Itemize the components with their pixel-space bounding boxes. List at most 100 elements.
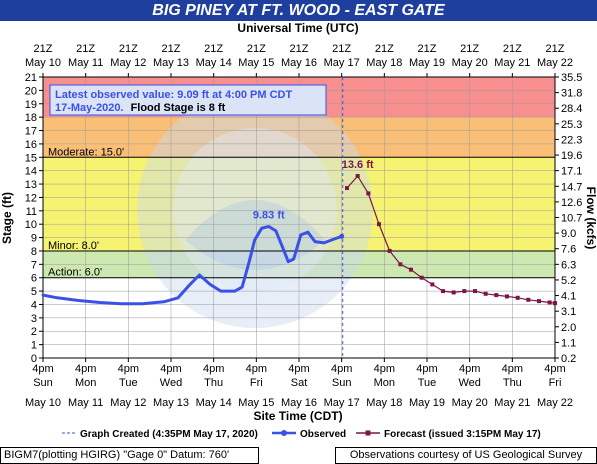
stage-tick-label: 18 [25,112,37,124]
legend-created-label: Graph Created (4:35PM May 17, 2020) [80,429,258,440]
utc-tick-date: May 12 [110,57,146,69]
utc-tick-time: 21Z [34,43,53,55]
forecast-point [451,290,456,295]
cdt-tick-time: 4pm [459,363,480,375]
cdt-tick-time: 4pm [374,363,395,375]
utc-tick-date: May 19 [409,57,445,69]
cdt-tick-date: May 19 [409,397,445,409]
utc-tick-time: 21Z [162,43,181,55]
cdt-tick-time: 4pm [331,363,352,375]
stage-tick-label: 0 [31,353,37,365]
stage-tick-label: 13 [25,179,37,191]
stage-tick-label: 2 [31,326,37,338]
forecast-point [366,191,371,196]
forecast-point [483,291,488,296]
flow-axis-label: Flow (kcfs) [584,187,597,250]
flow-tick-label: 7.6 [561,244,576,256]
stage-tick-label: 3 [31,313,37,325]
utc-tick-time: 21Z [375,43,394,55]
utc-tick-date: May 16 [281,57,317,69]
cdt-tick-day: Fri [549,377,562,389]
cdt-tick-date: May 14 [196,397,232,409]
utc-tick-date: May 11 [68,57,103,69]
utc-tick-time: 21Z [332,43,351,55]
cdt-axis-title: Site Time (CDT) [253,409,342,423]
cdt-tick-day: Mon [75,377,96,389]
utc-tick-date: May 21 [494,57,530,69]
stage-tick-label: 4 [31,299,37,311]
legend-observed-label: Observed [300,429,346,440]
utc-tick-time: 21Z [119,43,138,55]
flow-tick-label: 17.1 [561,166,582,178]
flow-tick-label: 1.1 [561,337,576,349]
cdt-tick-day: Fri [250,377,263,389]
legend-observed-marker [281,430,287,436]
series-group [41,174,557,306]
legend-forecast-marker [365,430,371,436]
utc-tick-time: 21Z [204,43,223,55]
chart-title: BIG PINEY AT FT. WOOD - EAST GATE [0,0,597,21]
peak-label: 13.6 ft [342,159,374,171]
flow-tick-label: 6.3 [561,259,576,271]
observed-box-flood: Flood Stage is 8 ft [131,102,226,114]
stage-tick-label: 9 [31,233,37,245]
forecast-point [526,297,531,302]
forecast-point [387,248,392,253]
cdt-tick-time: 4pm [32,363,53,375]
cdt-tick-day: Wed [458,377,480,389]
forecast-point [345,186,349,191]
stage-tick-label: 12 [25,192,37,204]
flow-tick-label: 4.1 [561,291,576,303]
utc-tick-date: May 17 [324,57,360,69]
flow-tick-label: 22.3 [561,134,582,146]
flow-tick-label: 12.6 [561,197,582,209]
utc-tick-time: 21Z [418,43,437,55]
forecast-point [462,289,467,294]
utc-tick-time: 21Z [460,43,479,55]
stage-tick-label: 6 [31,273,37,285]
stage-tick-label: 15 [25,152,37,164]
cdt-tick-date: May 12 [110,397,146,409]
cdt-tick-time: 4pm [544,363,565,375]
utc-tick-time: 21Z [76,43,95,55]
stage-axis-label: Stage (ft) [0,192,14,244]
observed-box-line1: Latest observed value: 9.09 ft at 4:00 P… [55,89,292,101]
cdt-tick-date: May 16 [281,397,317,409]
flow-tick-label: 3.1 [561,306,576,318]
forecast-point [537,299,541,304]
flow-tick-label: 28.4 [561,103,582,115]
stage-tick-label: 8 [31,246,37,258]
cdt-tick-day: Mon [374,377,395,389]
cdt-tick-date: May 11 [68,397,103,409]
cdt-tick-date: May 18 [366,397,402,409]
forecast-point [473,289,477,294]
forecast-point [355,174,360,179]
flow-tick-label: 19.6 [561,150,582,162]
cdt-tick-day: Thu [503,377,522,389]
cdt-tick-time: 4pm [203,363,224,375]
stage-tick-label: 7 [31,259,37,271]
threshold-labels: Moderate: 15.0' Minor: 8.0' Action: 6.0' [43,146,555,279]
cdt-tick-time: 4pm [502,363,523,375]
utc-tick-time: 21Z [503,43,522,55]
cdt-tick-day: Sun [33,377,53,389]
stage-tick-label: 19 [25,99,37,111]
cdt-axis-ticks: 4pm Sun May 10 4pm Mon May 11 4pm Tue May 12 4pm W… [25,358,573,409]
cdt-tick-time: 4pm [416,363,437,375]
utc-tick-date: May 10 [25,57,61,69]
utc-tick-date: May 13 [153,57,189,69]
stage-tick-label: 14 [25,166,37,178]
peak-label: 9.83 ft [253,209,285,221]
utc-tick-date: May 14 [196,57,232,69]
forecast-point [547,300,552,305]
flow-tick-label: 2.0 [561,322,576,334]
cdt-tick-date: May 15 [238,397,274,409]
observed-line [41,225,344,306]
stage-tick-label: 10 [25,219,37,231]
utc-tick-time: 21Z [290,43,309,55]
svg-text:17-May-2020. Flood Stage: 17-May-2020. Flood Stage is 8 ft [55,102,226,114]
legend-forecast-label: Forecast (issued 3:15PM May 17) [384,429,541,440]
forecast-point [409,267,413,272]
forecast-point [377,222,381,227]
